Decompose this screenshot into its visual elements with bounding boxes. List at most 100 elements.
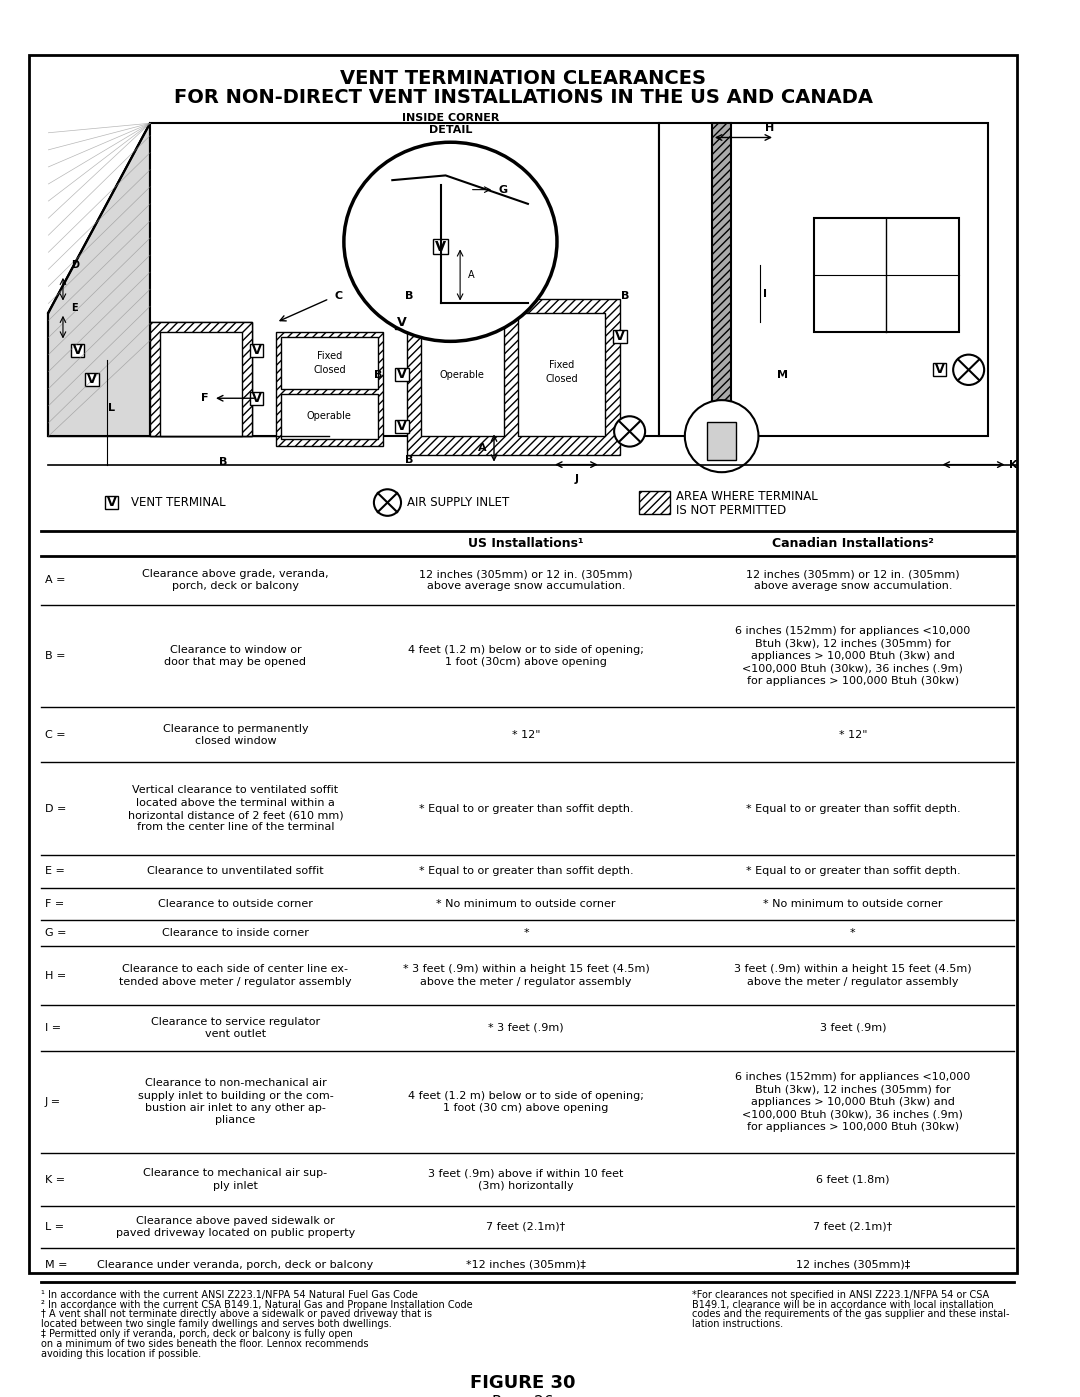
Text: VENT TERMINAL: VENT TERMINAL	[131, 496, 226, 509]
Bar	[421, 313, 503, 436]
Text: E =: E =	[44, 866, 65, 876]
Polygon shape	[150, 323, 252, 436]
Text: located between two single family dwellings and serves both dwellings.: located between two single family dwelli…	[41, 1319, 391, 1330]
Polygon shape	[49, 123, 150, 436]
Bar	[276, 332, 382, 446]
Text: G: G	[499, 184, 508, 194]
Text: A =: A =	[44, 576, 65, 585]
Text: Clearance above grade, veranda,
porch, deck or balcony: Clearance above grade, veranda, porch, d…	[143, 569, 328, 591]
Polygon shape	[659, 123, 988, 436]
Text: * Equal to or greater than soffit depth.: * Equal to or greater than soffit depth.	[745, 803, 960, 814]
Text: 7 feet (2.1m)†: 7 feet (2.1m)†	[486, 1222, 566, 1232]
Text: 3 feet (.9m) above if within 10 feet
(3m) horizontally: 3 feet (.9m) above if within 10 feet (3m…	[429, 1168, 623, 1190]
Polygon shape	[712, 123, 731, 455]
Text: B =: B =	[44, 651, 65, 661]
Text: M =: M =	[44, 1260, 67, 1270]
Text: Fixed: Fixed	[316, 351, 342, 360]
Text: L =: L =	[44, 1222, 64, 1232]
Text: I: I	[764, 289, 767, 299]
Text: Clearance under veranda, porch, deck or balcony: Clearance under veranda, porch, deck or …	[97, 1260, 374, 1270]
Text: Clearance to inside corner: Clearance to inside corner	[162, 928, 309, 937]
Bar	[395, 420, 408, 433]
Bar	[518, 313, 606, 436]
Text: 6 inches (152mm) for appliances <10,000
Btuh (3kw), 12 inches (305mm) for
applia: 6 inches (152mm) for appliances <10,000 …	[735, 1071, 971, 1132]
Polygon shape	[49, 123, 659, 323]
Text: * No minimum to outside corner: * No minimum to outside corner	[436, 898, 616, 908]
Text: B: B	[375, 370, 382, 380]
Text: D =: D =	[44, 803, 66, 814]
Text: V: V	[397, 367, 407, 381]
Text: * Equal to or greater than soffit depth.: * Equal to or greater than soffit depth.	[419, 866, 633, 876]
Bar	[613, 330, 626, 344]
Bar	[707, 422, 737, 460]
Bar	[639, 492, 671, 514]
Text: 6 inches (152mm) for appliances <10,000
Btuh (3kw), 12 inches (305mm) for
applia: 6 inches (152mm) for appliances <10,000 …	[735, 626, 971, 686]
Text: M: M	[778, 370, 788, 380]
Text: ¹ In accordance with the current ANSI Z223.1/NFPA 54 Natural Fuel Gas Code: ¹ In accordance with the current ANSI Z2…	[41, 1289, 418, 1299]
Text: B: B	[405, 291, 413, 300]
Polygon shape	[150, 123, 659, 436]
Circle shape	[615, 416, 645, 447]
Text: ‡ Permitted only if veranda, porch, deck or balcony is fully open: ‡ Permitted only if veranda, porch, deck…	[41, 1330, 352, 1340]
Text: Clearance to non-mechanical air
supply inlet to building or the com-
bustion air: Clearance to non-mechanical air supply i…	[137, 1078, 334, 1126]
Text: V: V	[107, 496, 117, 509]
Text: V: V	[616, 330, 625, 344]
Circle shape	[374, 489, 401, 515]
Text: F: F	[201, 393, 208, 404]
Text: *: *	[850, 928, 855, 937]
Text: *For clearances not specified in ANSI Z223.1/NFPA 54 or CSA: *For clearances not specified in ANSI Z2…	[691, 1289, 989, 1299]
Text: K: K	[1010, 460, 1017, 469]
Text: Vertical clearance to ventilated soffit
located above the terminal within a
hori: Vertical clearance to ventilated soffit …	[127, 785, 343, 833]
Text: codes and the requirements of the gas supplier and these instal-: codes and the requirements of the gas su…	[691, 1309, 1009, 1319]
Text: 12 inches (305mm) or 12 in. (305mm)
above average snow accumulation.: 12 inches (305mm) or 12 in. (305mm) abov…	[746, 569, 960, 591]
Text: lation instructions.: lation instructions.	[691, 1319, 783, 1330]
Text: H: H	[766, 123, 774, 133]
Text: Clearance above paved sidewalk or
paved driveway located on public property: Clearance above paved sidewalk or paved …	[116, 1215, 355, 1238]
Text: V: V	[72, 344, 82, 358]
Circle shape	[685, 400, 758, 472]
Text: IS NOT PERMITTED: IS NOT PERMITTED	[676, 504, 786, 517]
Text: Page 26: Page 26	[492, 1396, 554, 1397]
Text: 3 feet (.9m) within a height 15 feet (4.5m)
above the meter / regulator assembly: 3 feet (.9m) within a height 15 feet (4.…	[734, 964, 972, 986]
Text: Clearance to mechanical air sup-
ply inlet: Clearance to mechanical air sup- ply inl…	[144, 1168, 327, 1190]
Text: Fixed: Fixed	[550, 360, 575, 370]
Text: * 12": * 12"	[512, 729, 540, 740]
Text: Operable: Operable	[440, 370, 485, 380]
Text: Clearance to service regulator
vent outlet: Clearance to service regulator vent outl…	[151, 1017, 320, 1039]
Text: V: V	[252, 344, 261, 358]
Bar	[395, 367, 408, 381]
Text: * Equal to or greater than soffit depth.: * Equal to or greater than soffit depth.	[745, 866, 960, 876]
Bar	[105, 496, 118, 509]
Text: AREA WHERE TERMINAL: AREA WHERE TERMINAL	[676, 490, 818, 503]
Text: 4 feet (1.2 m) below or to side of opening;
1 foot (30cm) above opening: 4 feet (1.2 m) below or to side of openi…	[408, 645, 644, 668]
Text: B: B	[218, 457, 227, 467]
Text: VENT TERMINATION CLEARANCES: VENT TERMINATION CLEARANCES	[340, 70, 706, 88]
Text: B149.1, clearance will be in accordance with local installation: B149.1, clearance will be in accordance …	[691, 1299, 994, 1309]
Ellipse shape	[343, 142, 557, 341]
Text: *12 inches (305mm)‡: *12 inches (305mm)‡	[467, 1260, 586, 1270]
Circle shape	[954, 355, 984, 386]
Text: INSIDE CORNER: INSIDE CORNER	[402, 113, 499, 123]
Text: K =: K =	[44, 1175, 65, 1185]
Text: avoiding this location if possible.: avoiding this location if possible.	[41, 1350, 201, 1359]
Bar	[395, 316, 408, 330]
Text: 6 feet (1.8m): 6 feet (1.8m)	[816, 1175, 890, 1185]
Text: Clearance to window or
door that may be opened: Clearance to window or door that may be …	[164, 645, 307, 668]
Bar	[281, 394, 378, 439]
Text: Clearance to outside corner: Clearance to outside corner	[158, 898, 313, 908]
Text: Clearance to each side of center line ex-
tended above meter / regulator assembl: Clearance to each side of center line ex…	[119, 964, 352, 986]
Text: Closed: Closed	[313, 365, 346, 374]
Bar	[813, 218, 959, 332]
Text: G =: G =	[44, 928, 66, 937]
Text: on a minimum of two sides beneath the floor. Lennox recommends: on a minimum of two sides beneath the fl…	[41, 1340, 368, 1350]
Text: FOR NON-DIRECT VENT INSTALLATIONS IN THE US AND CANADA: FOR NON-DIRECT VENT INSTALLATIONS IN THE…	[174, 88, 873, 108]
Text: E: E	[70, 303, 78, 313]
Bar	[70, 344, 84, 358]
Text: Canadian Installations²: Canadian Installations²	[772, 536, 934, 550]
Text: * 12": * 12"	[839, 729, 867, 740]
Bar	[407, 299, 620, 455]
Text: J =: J =	[44, 1097, 60, 1106]
Text: B: B	[405, 455, 413, 465]
Text: * 3 feet (.9m): * 3 feet (.9m)	[488, 1023, 564, 1032]
Text: 7 feet (2.1m)†: 7 feet (2.1m)†	[813, 1222, 892, 1232]
